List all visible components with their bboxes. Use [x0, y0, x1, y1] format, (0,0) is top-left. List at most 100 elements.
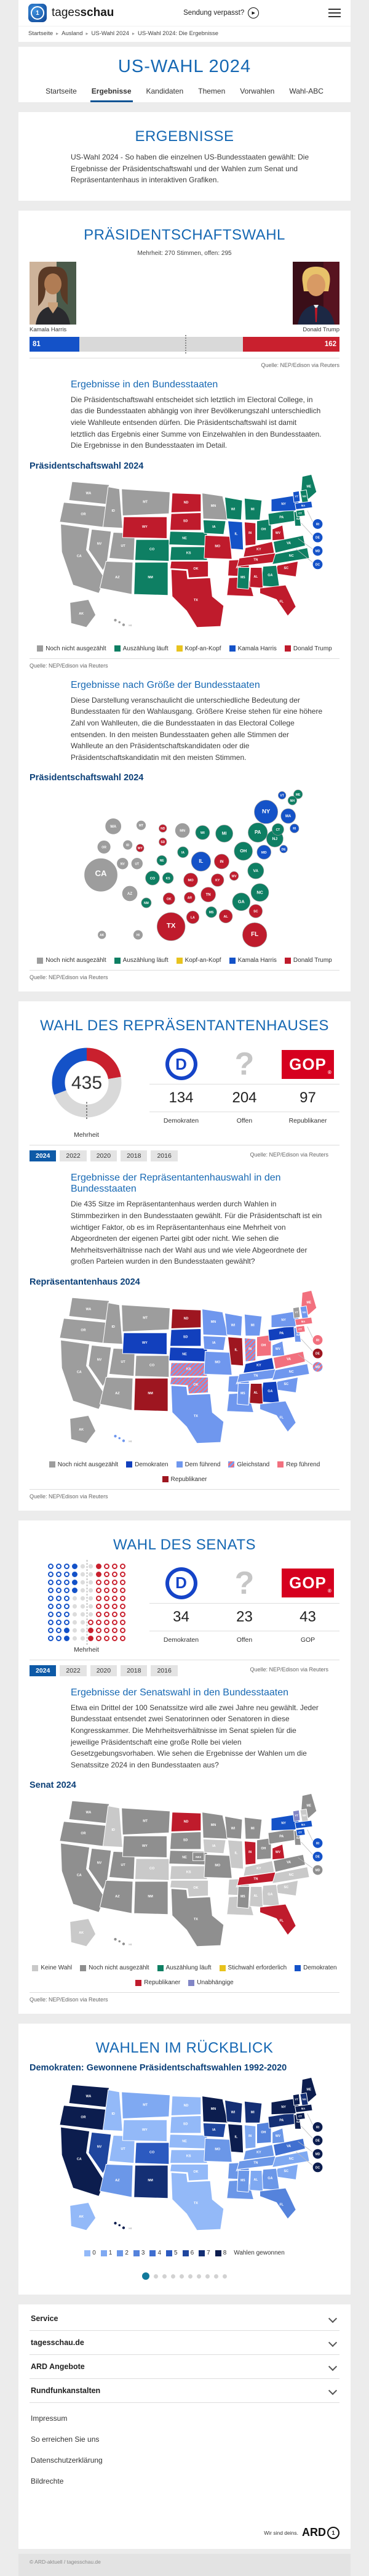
carousel-dot-1[interactable]: [142, 2272, 149, 2280]
state-CO[interactable]: [134, 1859, 170, 1881]
breadcrumb-item[interactable]: Ausland: [62, 30, 83, 37]
state-CT[interactable]: [295, 2112, 306, 2121]
bubble-AR[interactable]: [184, 892, 196, 904]
bubble-ME[interactable]: [293, 789, 303, 799]
year-chip-2018[interactable]: 2018: [121, 1150, 148, 1162]
bubble-NE[interactable]: [156, 855, 167, 866]
state-IL[interactable]: [227, 520, 244, 551]
bubble-HI[interactable]: [133, 930, 143, 940]
state-OH[interactable]: [256, 1334, 272, 1357]
state-IL[interactable]: [227, 1839, 244, 1870]
bubble-SC[interactable]: [248, 904, 263, 918]
carousel-dot-6[interactable]: [188, 2274, 192, 2279]
state-MN[interactable]: [202, 492, 229, 520]
tagesschau-logo-icon[interactable]: 1: [28, 4, 47, 22]
state-MA[interactable]: [295, 1317, 313, 1326]
state-AK[interactable]: [69, 599, 97, 628]
year-chip-2016[interactable]: 2016: [151, 1150, 178, 1162]
state-ND[interactable]: [170, 492, 202, 513]
state-circle-MD[interactable]: [312, 2149, 323, 2160]
bubble-NC[interactable]: [250, 883, 269, 902]
breadcrumb-item[interactable]: US-Wahl 2024: [91, 30, 129, 37]
state-VA[interactable]: [272, 1351, 306, 1370]
state-IN[interactable]: [244, 521, 256, 546]
bubble-IL[interactable]: [191, 852, 211, 872]
state-NM[interactable]: [133, 1881, 169, 1915]
tab-startseite[interactable]: Startseite: [46, 87, 77, 95]
state-CT[interactable]: [295, 509, 306, 517]
state-TX[interactable]: [170, 1385, 224, 1444]
state-WI[interactable]: [224, 1312, 243, 1336]
state-NE[interactable]: [169, 530, 208, 546]
state-WI[interactable]: [224, 2100, 243, 2124]
state-OH[interactable]: [256, 518, 272, 541]
state-AK[interactable]: [69, 1918, 97, 1947]
state-WY[interactable]: [122, 1332, 167, 1355]
state-AZ[interactable]: [99, 1376, 133, 1411]
footer-accordion-rundfunkanstalten[interactable]: Rundfunkanstalten: [30, 2379, 339, 2404]
state-MI[interactable]: [244, 498, 263, 520]
breadcrumb-item[interactable]: US-Wahl 2024: Die Ergebnisse: [137, 30, 219, 37]
state-MN[interactable]: [202, 2096, 229, 2124]
state-KS[interactable]: [169, 2149, 208, 2164]
year-chip-2020[interactable]: 2020: [90, 1665, 117, 1676]
state-MN[interactable]: [202, 1812, 229, 1840]
state-NC[interactable]: [271, 1363, 310, 1381]
footer-link-datenschutzerkl-rung[interactable]: Datenschutzerklärung: [31, 2456, 103, 2465]
state-KS[interactable]: [169, 1362, 208, 1377]
bubble-CA[interactable]: [84, 858, 117, 892]
state-MO[interactable]: [204, 2138, 232, 2163]
electoral-bar[interactable]: 81 162: [30, 334, 339, 353]
state-IA[interactable]: [202, 1839, 226, 1854]
bubble-WI[interactable]: [195, 825, 210, 840]
state-AK[interactable]: [69, 2202, 97, 2231]
bubble-OK[interactable]: [162, 892, 175, 905]
bubble-MT[interactable]: [136, 820, 146, 831]
bubble-MD[interactable]: [256, 845, 271, 860]
state-ID[interactable]: [102, 1302, 123, 1345]
brand[interactable]: tagesschau: [52, 6, 114, 19]
state-ID[interactable]: [102, 1806, 123, 1848]
menu-icon[interactable]: [328, 9, 341, 17]
state-circle-MD[interactable]: [312, 1865, 323, 1876]
state-VT[interactable]: [292, 1306, 301, 1319]
state-VT[interactable]: [292, 2094, 301, 2106]
bubble-DE[interactable]: [279, 845, 288, 854]
state-circle-RI[interactable]: [312, 2122, 323, 2133]
state-MI[interactable]: [244, 2101, 263, 2124]
state-AZ[interactable]: [99, 1880, 133, 1915]
state-SD[interactable]: [169, 512, 202, 531]
bubble-WA[interactable]: [105, 818, 122, 834]
us-map-senate[interactable]: WA OR CA ID NV UT AZ MT WY CO NM ND SD NE KS OK TX MN IA MO…: [18, 1791, 351, 1962]
state-AK[interactable]: [69, 1415, 97, 1444]
state-OK[interactable]: [169, 1376, 209, 1394]
state-KS[interactable]: [169, 546, 208, 560]
state-circle-RI[interactable]: [312, 1334, 323, 1346]
state-WI[interactable]: [224, 1816, 243, 1840]
year-chip-2022[interactable]: 2022: [60, 1150, 87, 1162]
us-map-president[interactable]: WA OR CA ID NV UT AZ MT WY CO NM ND SD NE KS OK TX MN IA MO…: [18, 472, 351, 643]
state-ND[interactable]: [170, 1812, 202, 1833]
state-IN[interactable]: [244, 2125, 256, 2150]
footer-link-bildrechte[interactable]: Bildrechte: [31, 2477, 64, 2486]
state-WI[interactable]: [224, 496, 243, 520]
bubble-NY[interactable]: [254, 800, 279, 825]
state-MN[interactable]: [202, 1308, 229, 1336]
carousel-dot-3[interactable]: [162, 2274, 167, 2279]
bubble-FL[interactable]: [242, 923, 268, 948]
state-OH[interactable]: [256, 1838, 272, 1860]
state-MO[interactable]: [204, 535, 232, 560]
year-chip-2024[interactable]: 2024: [30, 1150, 57, 1162]
state-circle-DE[interactable]: [312, 2135, 323, 2147]
state-FL[interactable]: [260, 1400, 296, 1433]
state-CT[interactable]: [295, 1828, 306, 1837]
bubble-OR[interactable]: [97, 841, 111, 854]
bubble-AZ[interactable]: [122, 886, 138, 902]
year-chip-2024[interactable]: 2024: [30, 1665, 57, 1676]
bubble-AL[interactable]: [218, 910, 233, 924]
bubble-NM[interactable]: [141, 897, 152, 908]
bubble-IA[interactable]: [177, 846, 189, 858]
state-KS[interactable]: [169, 1865, 208, 1880]
state-MO[interactable]: [204, 1854, 232, 1879]
bubble-VT[interactable]: [278, 791, 287, 800]
